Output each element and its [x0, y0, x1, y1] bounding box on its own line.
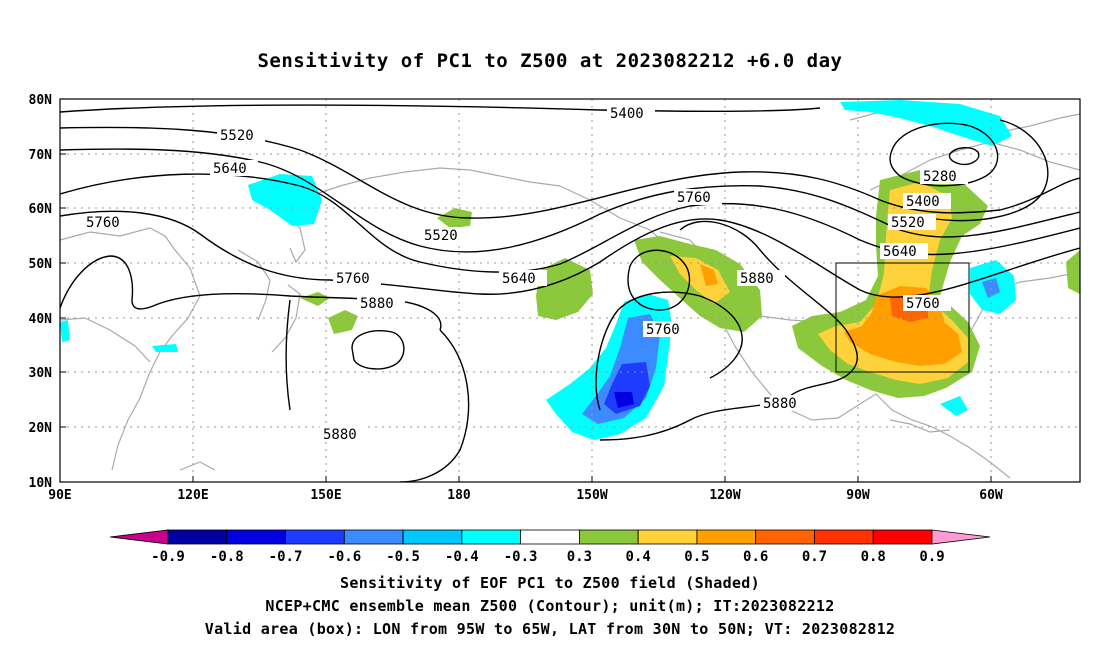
lat-label-10n: 10N — [29, 476, 53, 491]
colorbar-label: 0.7 — [802, 549, 827, 565]
latitude-labels: 80N 70N 60N 50N 40N 30N 20N 10N — [29, 93, 53, 491]
lat-label-40n: 40N — [29, 312, 53, 327]
colorbar-swatch — [226, 529, 286, 545]
map-frame — [59, 98, 1081, 483]
lon-label-180: 180 — [447, 488, 471, 503]
colorbar-label: -0.9 — [151, 549, 185, 565]
lon-label-90e: 90E — [48, 488, 71, 503]
contour-label: 5640 — [883, 244, 917, 260]
colorbar-swatch — [755, 529, 815, 545]
lat-label-70n: 70N — [29, 148, 53, 163]
chart-title: Sensitivity of PC1 to Z500 at 2023082212… — [257, 50, 843, 72]
lat-label-50n: 50N — [29, 257, 53, 272]
colorbar-swatch — [578, 529, 639, 545]
caption-line-1: Sensitivity of EOF PC1 to Z500 field (Sh… — [340, 574, 760, 592]
lon-label-120w: 120W — [709, 488, 740, 503]
caption-line-2: NCEP+CMC ensemble mean Z500 (Contour); u… — [265, 597, 835, 615]
lat-label-20n: 20N — [29, 421, 53, 436]
colorbar-label: 0.5 — [684, 549, 709, 565]
colorbar-label: -0.7 — [269, 549, 303, 565]
sensitivity-shading — [60, 100, 1080, 440]
lon-label-60w: 60W — [979, 488, 1003, 503]
colorbar-swatch — [520, 529, 580, 545]
lat-label-80n: 80N — [29, 93, 53, 108]
colorbar-swatch — [343, 529, 404, 545]
contour-label: 5880 — [763, 396, 797, 412]
colorbar-label: -0.4 — [445, 549, 479, 565]
lon-label-150w: 150W — [576, 488, 607, 503]
contour-label: 5520 — [220, 128, 254, 144]
contour-label: 5760 — [906, 296, 940, 312]
z500-contours — [60, 104, 1080, 482]
contour-label: 5760 — [86, 215, 120, 231]
longitude-labels: 90E 120E 150E 180 150W 120W 90W 60W — [48, 488, 1003, 503]
contour-label: 5880 — [323, 427, 357, 443]
contour-label: 5880 — [740, 271, 774, 287]
contour-label: 5400 — [906, 194, 940, 210]
contour-label: 5760 — [646, 322, 680, 338]
contour-label: 5880 — [360, 296, 394, 312]
contour-label: 5520 — [424, 228, 458, 244]
colorbar-swatch — [637, 529, 698, 545]
colorbar-label: 0.9 — [919, 549, 944, 565]
caption-line-3: Valid area (box): LON from 95W to 65W, L… — [204, 620, 896, 638]
colorbar-swatch — [872, 529, 933, 545]
colorbar-swatch — [696, 529, 757, 545]
contour-labels: 5400 5520 5640 5760 5520 5640 5760 5880 … — [83, 105, 968, 443]
contour-label: 5760 — [336, 271, 370, 287]
colorbar-label: 0.4 — [626, 549, 651, 565]
contour-label: 5760 — [677, 190, 711, 206]
colorbar: -0.9 -0.8 -0.7 -0.6 -0.5 -0.4 -0.3 0.3 0.4 0.5 0.6… — [109, 529, 991, 565]
lon-label-150e: 150E — [310, 488, 341, 503]
colorbar-label: -0.5 — [386, 549, 420, 565]
lat-label-60n: 60N — [29, 202, 53, 217]
lon-label-120e: 120E — [177, 488, 208, 503]
lat-label-30n: 30N — [29, 366, 53, 381]
colorbar-label: -0.8 — [210, 549, 244, 565]
lon-label-90w: 90W — [846, 488, 870, 503]
colorbar-label: -0.6 — [327, 549, 361, 565]
colorbar-swatch — [285, 529, 345, 545]
colorbar-swatch — [461, 529, 522, 545]
contour-label: 5520 — [891, 215, 925, 231]
colorbar-label: 0.6 — [743, 549, 768, 565]
colorbar-label: 0.3 — [567, 549, 592, 565]
grid-lines — [60, 99, 1080, 482]
axis-ticks — [60, 98, 992, 482]
colorbar-label: -0.3 — [504, 549, 538, 565]
contour-label: 5400 — [610, 106, 644, 122]
colorbar-high-triangle — [931, 529, 991, 545]
colorbar-swatch — [167, 529, 228, 545]
colorbar-low-triangle — [109, 529, 169, 545]
colorbar-swatch — [402, 529, 463, 545]
colorbar-label: 0.8 — [861, 549, 886, 565]
contour-label: 5640 — [502, 271, 536, 287]
valid-area-box — [835, 262, 970, 373]
colorbar-swatch — [814, 529, 874, 545]
contour-label: 5280 — [923, 169, 957, 185]
contour-label: 5640 — [213, 161, 247, 177]
